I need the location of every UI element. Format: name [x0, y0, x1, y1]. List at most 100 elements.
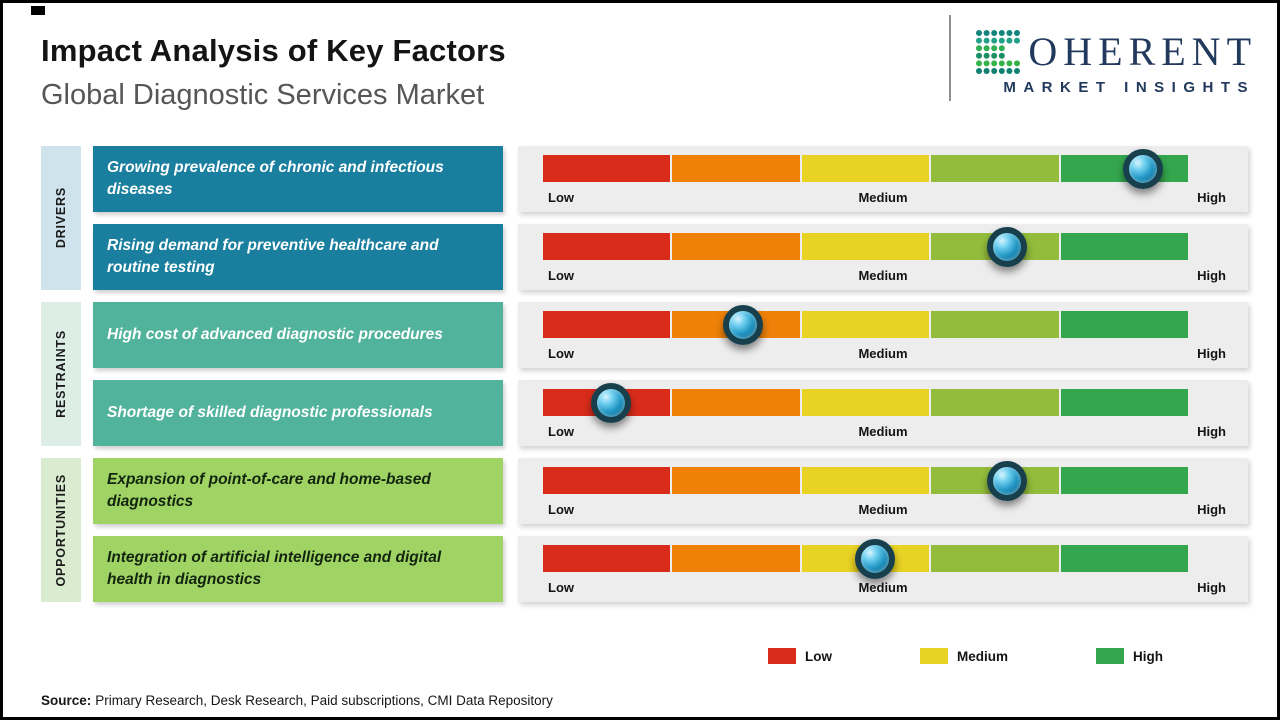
factor-text: Rising demand for preventive healthcare …: [107, 237, 439, 276]
bar-segment-medium: [801, 155, 930, 182]
logo-divider: [949, 15, 951, 101]
bar-segment-low-mid: [672, 233, 800, 260]
scale-label-medium: Medium: [858, 190, 908, 205]
factor-text: Shortage of skilled diagnostic professio…: [107, 404, 433, 422]
legend-item-medium: Medium: [920, 648, 1008, 664]
impact-marker: [1122, 148, 1163, 189]
corner-notch: [31, 6, 45, 15]
bar-segment-high: [1060, 233, 1189, 260]
factor-card: Growing prevalence of chronic and infect…: [93, 146, 503, 212]
scale-label-medium: Medium: [858, 580, 908, 595]
bar-segment-high: [1060, 467, 1189, 494]
bar-segment-medium: [801, 233, 930, 260]
scale-label-high: High: [1197, 580, 1226, 595]
bar-segment-mid-high: [931, 389, 1059, 416]
scale-label-medium: Medium: [858, 502, 908, 517]
scale-label-medium: Medium: [858, 268, 908, 283]
bar-segment-low-mid: [672, 467, 800, 494]
page-title: Impact Analysis of Key Factors: [41, 33, 506, 68]
bar-segment-high: [1060, 311, 1189, 338]
legend-label-high: High: [1133, 648, 1164, 664]
factor-card: Shortage of skilled diagnostic professio…: [93, 380, 503, 446]
group-label-text: RESTRAINTS: [54, 330, 68, 418]
bar-segment-medium: [801, 467, 930, 494]
impact-scale-row: Low Medium High: [518, 146, 1248, 212]
bar-segment-medium: [801, 389, 930, 416]
factor-card: Expansion of point-of-care and home-base…: [93, 458, 503, 524]
factor-card: High cost of advanced diagnostic procedu…: [93, 302, 503, 368]
legend-label-medium: Medium: [957, 648, 1009, 664]
factor-text: Growing prevalence of chronic and infect…: [107, 159, 444, 198]
impact-matrix: DRIVERS RESTRAINTS OPPORTUNITIES Growing…: [41, 146, 1248, 602]
bar-segment-low-mid: [672, 389, 800, 416]
bar-segment-high: [1060, 389, 1189, 416]
legend: Low Medium High: [768, 648, 1163, 664]
impact-scale-row: Low Medium High: [518, 458, 1248, 524]
bar-segment-low: [543, 545, 671, 572]
factor-card: Rising demand for preventive healthcare …: [93, 224, 503, 290]
legend-swatch-high: [1096, 648, 1125, 664]
bar-segment-mid-high: [931, 311, 1059, 338]
impact-scale-row: Low Medium High: [518, 302, 1248, 368]
scale-label-high: High: [1197, 190, 1226, 205]
impact-scale-row: Low Medium High: [518, 380, 1248, 446]
logo-dot-c-icon: [976, 30, 1021, 74]
impact-gradient-bar: [543, 226, 1189, 267]
logo-row: OHERENT: [975, 29, 1257, 75]
bar-segment-low: [543, 311, 671, 338]
impact-scale-row: Low Medium High: [518, 536, 1248, 602]
factor-text: High cost of advanced diagnostic procedu…: [107, 326, 443, 344]
scale-label-high: High: [1197, 268, 1226, 283]
impact-marker: [590, 382, 631, 423]
legend-swatch-low: [768, 648, 796, 664]
scale-label-low: Low: [548, 502, 574, 517]
legend-item-low: Low: [768, 648, 832, 664]
source-text: Primary Research, Desk Research, Paid su…: [95, 693, 553, 708]
scale-label-low: Low: [548, 268, 574, 283]
group-label-drivers: DRIVERS: [41, 146, 81, 290]
page-subtitle: Global Diagnostic Services Market: [41, 79, 485, 111]
impact-marker: [855, 538, 896, 579]
impact-marker: [987, 460, 1028, 501]
scale-label-high: High: [1197, 346, 1226, 361]
source-label: Source:: [41, 693, 92, 708]
bar-segment-low-mid: [672, 545, 800, 572]
bar-segment-medium: [801, 311, 930, 338]
scale-label-medium: Medium: [858, 424, 908, 439]
logo-tagline: MARKET INSIGHTS: [1003, 79, 1255, 96]
scale-label-low: Low: [548, 424, 574, 439]
scale-label-high: High: [1197, 424, 1226, 439]
scale-label-medium: Medium: [858, 346, 908, 361]
impact-marker: [987, 226, 1028, 267]
group-label-text: DRIVERS: [54, 187, 68, 249]
legend-item-high: High: [1096, 648, 1163, 664]
scale-label-high: High: [1197, 502, 1226, 517]
bar-segment-high: [1060, 545, 1189, 572]
bar-segment-low: [543, 155, 671, 182]
factor-text: Integration of artificial intelligence a…: [107, 549, 442, 588]
bar-segment-mid-high: [931, 545, 1059, 572]
scale-label-low: Low: [548, 580, 574, 595]
scale-label-low: Low: [548, 190, 574, 205]
impact-scale-row: Low Medium High: [518, 224, 1248, 290]
bar-segment-low: [543, 467, 671, 494]
legend-swatch-medium: [920, 648, 948, 664]
impact-gradient-bar: [543, 304, 1189, 345]
source-line: Source: Primary Research, Desk Research, …: [41, 693, 553, 708]
bar-segment-mid-high: [931, 155, 1059, 182]
scale-label-low: Low: [548, 346, 574, 361]
logo-brand-text: OHERENT: [1028, 29, 1257, 74]
header: Impact Analysis of Key Factors Global Di…: [41, 33, 506, 112]
brand-logo: OHERENT MARKET INSIGHTS: [975, 29, 1257, 96]
impact-gradient-bar: [543, 382, 1189, 423]
impact-gradient-bar: [543, 538, 1189, 579]
impact-marker: [722, 304, 763, 345]
impact-gradient-bar: [543, 148, 1189, 189]
bar-segment-low-mid: [672, 155, 800, 182]
impact-gradient-bar: [543, 460, 1189, 501]
factor-text: Expansion of point-of-care and home-base…: [107, 471, 431, 510]
group-label-restraints: RESTRAINTS: [41, 302, 81, 446]
group-label-opportunities: OPPORTUNITIES: [41, 458, 81, 602]
group-label-text: OPPORTUNITIES: [54, 473, 68, 587]
